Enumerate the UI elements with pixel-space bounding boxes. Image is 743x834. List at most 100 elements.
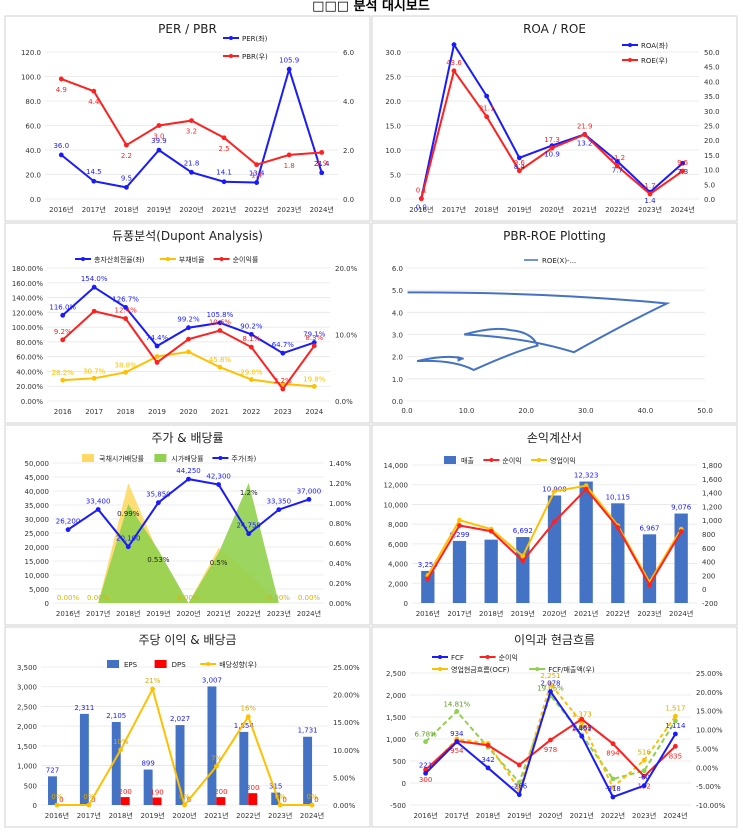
pbr_roe-y-tick: 1.0 (392, 376, 403, 384)
per_pbr-legend-marker (229, 36, 233, 40)
price_div-price-point (186, 476, 191, 482)
cashflow-fcf-point (641, 783, 647, 789)
eps_dps-x-tick: 2017년 (77, 811, 101, 820)
eps_dps-x-tick: 2018년 (109, 811, 133, 820)
dupont-debt-data-label: 28.2% (52, 369, 75, 377)
per_pbr-per-point (58, 152, 64, 158)
cashflow-y-tick: 500 (393, 758, 406, 766)
per_pbr-y-tick: 120.0 (21, 49, 41, 57)
per_pbr-x-tick: 2018년 (114, 205, 138, 214)
eps_dps-payout-data-label: 21% (145, 677, 161, 685)
cashflow-legend-label: 순이익 (499, 653, 518, 662)
roa_roe-roe-point (582, 132, 588, 138)
dupont-turnover-data-label: 126.7% (112, 295, 139, 303)
price_div-y2-tick: 0.40% (329, 560, 352, 568)
dupont-y-tick: 100.00% (12, 324, 43, 332)
eps_dps-payout-point (309, 802, 315, 808)
eps_dps-eps-label: 3,007 (202, 676, 222, 684)
eps_dps-dps-label: 0 (59, 796, 63, 804)
roa_roe-title: ROA / ROE (523, 22, 586, 36)
per_pbr-per-data-label: 9.5 (121, 174, 132, 182)
income-revenue-bar (484, 539, 498, 603)
per_pbr-per-data-label: 36.0 (53, 142, 69, 150)
cashflow-ratio-point (423, 739, 429, 745)
eps_dps-y2-tick: 25.00% (333, 664, 360, 672)
per_pbr-pbr-data-label: 1.8 (284, 162, 295, 170)
dupont-x-tick: 2023 (274, 408, 292, 416)
roa_roe-x-tick: 2024년 (671, 205, 695, 214)
dupont-debt-data-label: 29.0% (240, 369, 263, 377)
price_div-yield-area (53, 483, 324, 603)
price_div-yield-label: 1.2% (240, 489, 258, 497)
dupont-turnover-point (217, 320, 223, 326)
cashflow-fcf-data-label: 1,063 (572, 724, 592, 732)
cashflow-x-tick: 2017년 (445, 811, 469, 820)
dupont-margin-point (91, 308, 97, 314)
price_div-y-tick: 40,000 (25, 488, 50, 496)
cashflow-x-tick: 2023년 (632, 811, 656, 820)
price_div-yield-label: 0.00% (177, 594, 200, 602)
dupont-y2-tick: 0.0% (335, 398, 353, 406)
per_pbr-per-data-label: 39.9 (151, 137, 167, 145)
dupont-turnover-data-label: 90.2% (240, 322, 263, 330)
eps_dps-y-tick: 0 (33, 802, 37, 810)
eps_dps-y-tick: 2,500 (17, 703, 37, 711)
eps_dps-title: 주당 이익 & 배당금 (138, 633, 236, 647)
dupont-legend-label: 부채비율 (179, 255, 205, 264)
dupont-debt-data-label: 19.8% (303, 375, 326, 383)
price_div-price-data-label: 44,250 (176, 467, 201, 475)
income-y2-tick: 0 (702, 586, 706, 594)
per_pbr-pbr-data-label: 3.2 (186, 128, 197, 136)
income-y-tick: 2,000 (388, 580, 408, 588)
cashflow-fcf-data-label: -266 (511, 783, 527, 791)
price_div-y2-tick: 0.80% (329, 520, 352, 528)
dupont-y-tick: 80.00% (16, 339, 43, 347)
roa_roe-y2-tick: 30.0 (704, 108, 720, 116)
per_pbr-per-data-label: 13.4 (249, 170, 265, 178)
price_div-y-tick: 50,000 (25, 460, 50, 468)
price_div-price-data-label: 42,300 (206, 473, 231, 481)
per_pbr-legend-marker (229, 54, 233, 58)
income-legend-swatch (444, 456, 456, 464)
cashflow-x-tick: 2016년 (413, 811, 437, 820)
per_pbr-pbr-data-label: 4.4 (88, 98, 100, 106)
per_pbr-legend-label: PER(좌) (242, 34, 268, 43)
per_pbr-y-tick: 100.0 (21, 74, 41, 82)
income-legend-label: 영업이익 (550, 456, 576, 465)
per_pbr-x-tick: 2024년 (310, 205, 334, 214)
income-x-tick: 2016년 (416, 609, 440, 618)
eps_dps-payout-data-label: 16% (240, 705, 256, 713)
eps_dps-dps-bar (216, 797, 226, 805)
eps_dps-dps-label: 190 (150, 789, 163, 797)
eps_dps-dps-bar (152, 797, 162, 805)
eps_dps-dps-label: 0 (91, 796, 95, 804)
dupont-margin-data-label: 2.2% (274, 377, 292, 385)
roa_roe-roa-data-label: 0.0 (416, 204, 427, 212)
per_pbr-pbr-data-label: 1.9 (316, 159, 327, 167)
dupont-debt-point (91, 375, 97, 381)
price_div-y-tick: 5,000 (29, 586, 49, 594)
cashflow-legend-marker (438, 667, 442, 671)
per_pbr-per-point (221, 179, 227, 185)
cashflow-net-data-label: 1,451 (572, 725, 592, 733)
cashflow-fcf-data-label: 221 (419, 761, 432, 769)
income-y-tick: 0 (404, 600, 408, 608)
roa_roe-y2-tick: 40.0 (704, 78, 720, 86)
eps_dps-x-tick: 2022년 (236, 811, 260, 820)
roa_roe-roa-data-label: 13.2 (577, 139, 593, 147)
income-y2-tick: 1,800 (702, 462, 722, 470)
price_div-yield-label: 0.00% (268, 594, 291, 602)
income-y2-tick: -200 (702, 600, 718, 608)
cashflow-fcf-data-label: -318 (605, 785, 621, 793)
cashflow-ratio-point (610, 776, 616, 782)
roa_roe-y2-tick: 25.0 (704, 123, 720, 131)
price_div-price-point (65, 527, 71, 533)
roa_roe-roe-data-label: 1.7 (644, 182, 655, 190)
dupont-legend-marker (81, 257, 85, 261)
dupont-margin-point (123, 316, 129, 321)
cashflow-ratio-point (454, 709, 460, 714)
cashflow-ocf-point (579, 720, 585, 725)
dupont-margin-data-label: 10.6% (209, 319, 232, 327)
roa_roe-x-tick: 2020년 (540, 205, 564, 214)
